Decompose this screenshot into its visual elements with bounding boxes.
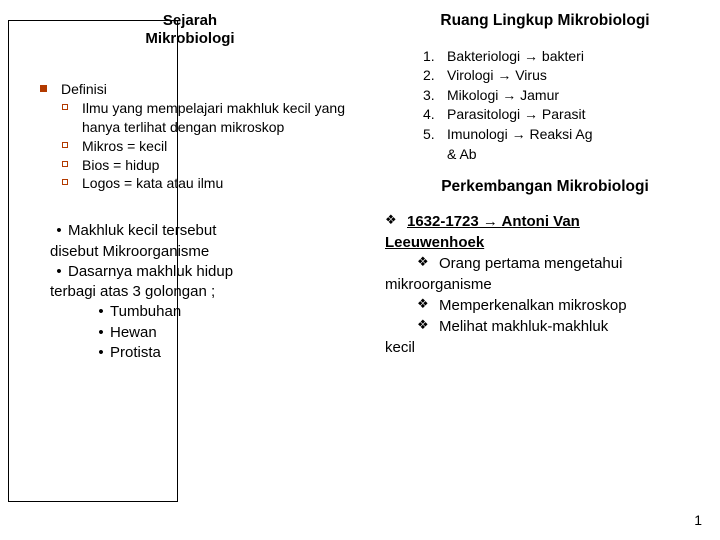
left-column: Sejarah Mikrobiologi Definisi Ilmu yang … (40, 12, 360, 363)
square-bullet-icon (40, 85, 47, 92)
diamond-bullet-icon: ❖ (417, 253, 439, 274)
dot-bullet-icon: • (92, 343, 110, 363)
diamond-sub-row: ❖ Melihat makhluk-makhluk (417, 316, 705, 337)
sub-bullet-text: Tumbuhan (110, 302, 181, 322)
left-title-line1: Sejarah (80, 12, 300, 30)
hollow-square-icon (62, 142, 68, 148)
leeuwenhoek-block: ❖ 1632-1723 → Antoni Van Leeuwenhoek ❖ O… (385, 211, 705, 358)
hollow-square-icon (62, 179, 68, 185)
list-number: 1. (423, 47, 447, 67)
definisi-label: Definisi (61, 80, 107, 99)
diamond-bullet-icon: ❖ (385, 211, 407, 232)
bullet-row: • Dasarnya makhluk hidup (50, 262, 340, 282)
achievement-text-cont: mikroorganisme (385, 274, 705, 295)
person-name: Antoni Van (502, 213, 580, 230)
def-item-row: Ilmu yang mempelajari makhluk kecil yang… (40, 99, 360, 137)
def-item-text: Mikros = kecil (82, 137, 167, 156)
slide-page: Sejarah Mikrobiologi Definisi Ilmu yang … (0, 0, 720, 540)
achievement-text: Melihat makhluk-makhluk (439, 316, 608, 337)
right-column: Ruang Lingkup Mikrobiologi 1. Bakteriolo… (385, 12, 705, 358)
achievement-text-cont: kecil (385, 337, 705, 358)
achievement-text: Orang pertama mengetahui (439, 253, 622, 274)
person-name2: Leeuwenhoek (385, 234, 484, 251)
bullet-text-cont: terbagi atas 3 golongan ; (50, 282, 340, 302)
list-text: Imunologi → Reaksi Ag (447, 125, 593, 145)
list-number-empty (423, 145, 447, 165)
list-item: 3. Mikologi → Jamur (423, 86, 705, 106)
list-text: Virologi → Virus (447, 66, 547, 86)
def-item-row: Bios = hidup (40, 156, 360, 175)
years-name: 1632-1723 → Antoni Van (407, 211, 580, 232)
list-item: 5. Imunologi → Reaksi Ag (423, 125, 705, 145)
scope-list: 1. Bakteriologi → bakteri 2. Virologi → … (423, 47, 705, 165)
bullet-text: Makhluk kecil tersebut (68, 221, 216, 241)
definisi-heading-row: Definisi (40, 80, 360, 99)
achievement-text: Memperkenalkan mikroskop (439, 295, 627, 316)
def-item-row: Logos = kata atau ilmu (40, 174, 360, 193)
sub-bullet-row: • Tumbuhan (92, 302, 340, 322)
def-item-text: Ilmu yang mempelajari makhluk kecil yang… (82, 99, 360, 137)
list-text: Parasitologi → Parasit (447, 105, 586, 125)
years: 1632-1723 → (407, 213, 502, 230)
dot-bullet-icon: • (92, 302, 110, 322)
list-item-cont: & Ab (423, 145, 705, 165)
diamond-bullet-icon: ❖ (417, 295, 439, 316)
bullet-text-cont: disebut Mikroorganisme (50, 242, 340, 262)
hollow-square-icon (62, 104, 68, 110)
diamond-row: ❖ 1632-1723 → Antoni Van (385, 211, 705, 232)
dot-bullet-icon: • (92, 323, 110, 343)
right-title: Ruang Lingkup Mikrobiologi (385, 12, 705, 31)
sub-bullet-row: • Protista (92, 343, 340, 363)
def-item-text: Logos = kata atau ilmu (82, 174, 223, 193)
list-text: & Ab (447, 145, 477, 165)
development-subtitle: Perkembangan Mikrobiologi (385, 178, 705, 197)
diamond-sub-row: ❖ Memperkenalkan mikroskop (417, 295, 705, 316)
hollow-square-icon (62, 161, 68, 167)
summary-block: • Makhluk kecil tersebut disebut Mikroor… (50, 221, 340, 363)
list-number: 3. (423, 86, 447, 106)
list-item: 1. Bakteriologi → bakteri (423, 47, 705, 67)
list-number: 5. (423, 125, 447, 145)
bullet-row: • Makhluk kecil tersebut (50, 221, 340, 241)
sub-bullet-text: Protista (110, 343, 161, 363)
list-item: 2. Virologi → Virus (423, 66, 705, 86)
list-text: Bakteriologi → bakteri (447, 47, 584, 67)
person-name-line2: Leeuwenhoek (385, 232, 705, 253)
def-item-text: Bios = hidup (82, 156, 159, 175)
list-text: Mikologi → Jamur (447, 86, 559, 106)
sub-bullet-row: • Hewan (92, 323, 340, 343)
list-number: 4. (423, 105, 447, 125)
bullet-text: Dasarnya makhluk hidup (68, 262, 233, 282)
def-item-row: Mikros = kecil (40, 137, 360, 156)
diamond-sub-row: ❖ Orang pertama mengetahui (417, 253, 705, 274)
diamond-bullet-icon: ❖ (417, 316, 439, 337)
dot-bullet-icon: • (50, 262, 68, 282)
left-title: Sejarah Mikrobiologi (80, 12, 300, 48)
dot-bullet-icon: • (50, 221, 68, 241)
definition-block: Definisi Ilmu yang mempelajari makhluk k… (40, 80, 360, 193)
list-item: 4. Parasitologi → Parasit (423, 105, 705, 125)
sub-bullet-text: Hewan (110, 323, 157, 343)
left-title-line2: Mikrobiologi (80, 30, 300, 48)
page-number: 1 (694, 512, 702, 528)
list-number: 2. (423, 66, 447, 86)
